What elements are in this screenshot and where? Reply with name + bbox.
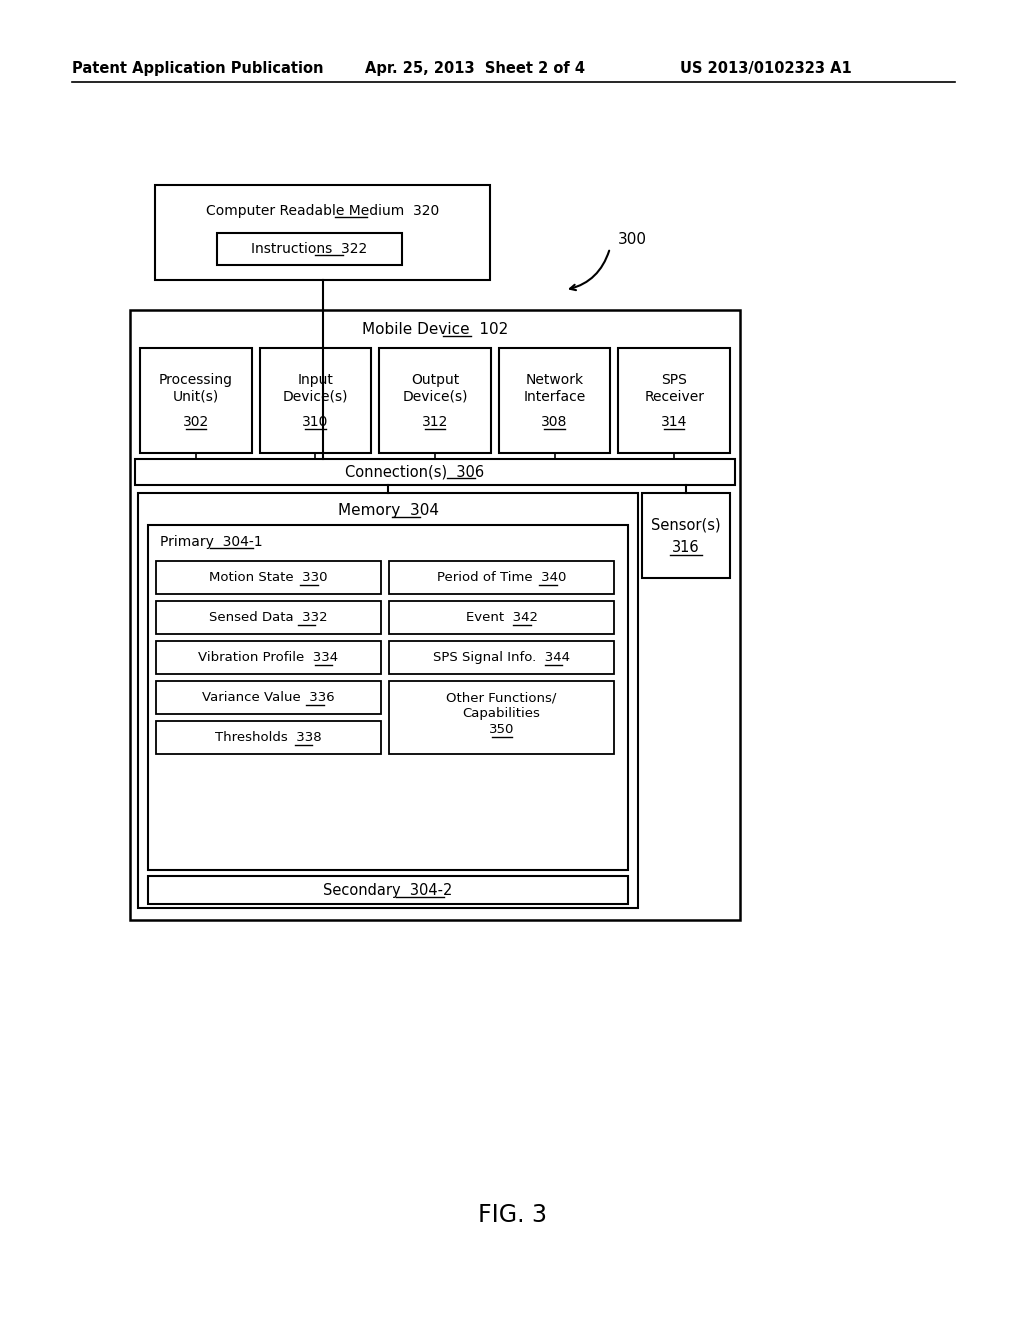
Text: 308: 308 bbox=[542, 416, 567, 429]
Text: Event  342: Event 342 bbox=[466, 611, 538, 624]
Text: Memory  304: Memory 304 bbox=[338, 503, 438, 519]
Text: 314: 314 bbox=[662, 416, 687, 429]
Text: Primary  304-1: Primary 304-1 bbox=[160, 535, 262, 549]
Bar bbox=[156, 601, 381, 634]
Text: FIG. 3: FIG. 3 bbox=[477, 1203, 547, 1228]
Text: Sensor(s): Sensor(s) bbox=[651, 517, 721, 533]
Text: Mobile Device  102: Mobile Device 102 bbox=[361, 322, 508, 338]
Bar bbox=[156, 561, 381, 594]
Text: SPS Signal Info.  344: SPS Signal Info. 344 bbox=[433, 651, 570, 664]
Text: Connection(s)  306: Connection(s) 306 bbox=[345, 465, 484, 479]
Bar bbox=[499, 348, 610, 453]
Bar bbox=[155, 185, 490, 280]
Text: Vibration Profile  334: Vibration Profile 334 bbox=[199, 651, 339, 664]
Bar bbox=[138, 492, 638, 908]
Bar bbox=[156, 642, 381, 675]
Text: Variance Value  336: Variance Value 336 bbox=[202, 690, 335, 704]
Text: Apr. 25, 2013  Sheet 2 of 4: Apr. 25, 2013 Sheet 2 of 4 bbox=[365, 61, 585, 75]
Bar bbox=[130, 310, 740, 920]
Text: Computer Readable Medium  320: Computer Readable Medium 320 bbox=[206, 205, 439, 218]
Text: 300: 300 bbox=[618, 232, 647, 248]
Text: Patent Application Publication: Patent Application Publication bbox=[72, 61, 324, 75]
Text: 316: 316 bbox=[672, 540, 699, 554]
Text: 350: 350 bbox=[488, 723, 514, 737]
Bar bbox=[389, 601, 614, 634]
Bar bbox=[148, 876, 628, 904]
Bar bbox=[140, 348, 252, 453]
Text: Secondary  304-2: Secondary 304-2 bbox=[324, 883, 453, 898]
Bar bbox=[642, 492, 730, 578]
Bar bbox=[135, 459, 735, 484]
Text: SPS
Receiver: SPS Receiver bbox=[644, 374, 705, 404]
Text: Network
Interface: Network Interface bbox=[523, 374, 586, 404]
Bar bbox=[260, 348, 372, 453]
Text: 302: 302 bbox=[182, 416, 209, 429]
Text: Input
Device(s): Input Device(s) bbox=[283, 374, 348, 404]
Bar bbox=[156, 721, 381, 754]
Bar bbox=[379, 348, 490, 453]
Text: Sensed Data  332: Sensed Data 332 bbox=[209, 611, 328, 624]
Text: Other Functions/
Capabilities: Other Functions/ Capabilities bbox=[446, 692, 557, 719]
Bar bbox=[217, 234, 402, 265]
Text: 312: 312 bbox=[422, 416, 449, 429]
Text: Period of Time  340: Period of Time 340 bbox=[437, 572, 566, 583]
Text: Thresholds  338: Thresholds 338 bbox=[215, 731, 322, 744]
Bar bbox=[389, 642, 614, 675]
Bar bbox=[148, 525, 628, 870]
Text: Output
Device(s): Output Device(s) bbox=[402, 374, 468, 404]
Bar bbox=[156, 681, 381, 714]
Bar bbox=[618, 348, 730, 453]
Text: US 2013/0102323 A1: US 2013/0102323 A1 bbox=[680, 61, 852, 75]
Text: 310: 310 bbox=[302, 416, 329, 429]
Text: Instructions  322: Instructions 322 bbox=[251, 242, 368, 256]
Bar bbox=[389, 561, 614, 594]
Text: Motion State  330: Motion State 330 bbox=[209, 572, 328, 583]
Text: Processing
Unit(s): Processing Unit(s) bbox=[159, 374, 232, 404]
Bar bbox=[389, 681, 614, 754]
